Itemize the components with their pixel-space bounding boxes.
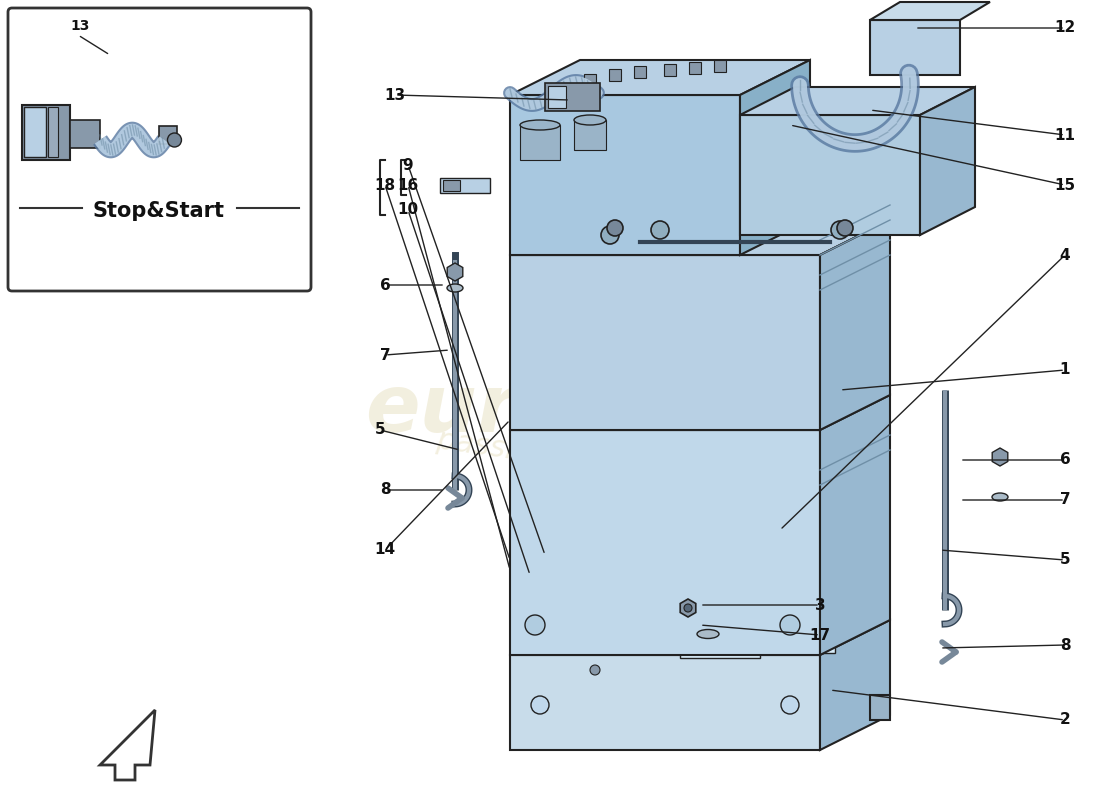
Bar: [714, 60, 726, 72]
Polygon shape: [510, 255, 820, 430]
Text: 13: 13: [70, 19, 89, 33]
Text: 18: 18: [374, 178, 396, 193]
Polygon shape: [510, 220, 890, 255]
Polygon shape: [510, 60, 810, 95]
Polygon shape: [510, 95, 740, 255]
Polygon shape: [443, 180, 460, 191]
Text: 7: 7: [379, 347, 390, 362]
Text: 16: 16: [397, 178, 419, 193]
Text: 2: 2: [1059, 713, 1070, 727]
Text: 7: 7: [1059, 493, 1070, 507]
Bar: [160, 126, 177, 144]
Text: 8: 8: [379, 482, 390, 498]
Text: 14: 14: [374, 542, 396, 558]
Bar: [70, 120, 100, 148]
Circle shape: [651, 221, 669, 239]
Ellipse shape: [697, 630, 719, 638]
Bar: [689, 62, 701, 74]
Bar: [48, 107, 58, 157]
Polygon shape: [780, 628, 835, 653]
Polygon shape: [440, 178, 490, 193]
Bar: [22, 105, 70, 160]
Bar: [634, 66, 646, 78]
Bar: [584, 74, 596, 86]
Text: 17: 17: [810, 627, 830, 642]
Ellipse shape: [992, 493, 1008, 501]
Ellipse shape: [574, 115, 606, 125]
Polygon shape: [520, 125, 560, 160]
Text: 9: 9: [403, 158, 414, 173]
Text: 13: 13: [384, 87, 406, 102]
Polygon shape: [740, 87, 975, 115]
Circle shape: [601, 226, 619, 244]
Polygon shape: [574, 120, 606, 150]
Polygon shape: [820, 620, 890, 750]
Text: eurospares: eurospares: [365, 371, 874, 449]
Text: 1: 1: [1059, 362, 1070, 378]
Polygon shape: [510, 430, 820, 655]
Circle shape: [525, 615, 544, 635]
Polygon shape: [680, 628, 760, 658]
Polygon shape: [820, 395, 890, 655]
Circle shape: [780, 615, 800, 635]
Polygon shape: [740, 115, 920, 235]
Bar: [664, 64, 676, 76]
Bar: [548, 86, 566, 108]
Circle shape: [531, 696, 549, 714]
Polygon shape: [870, 20, 960, 75]
Circle shape: [837, 220, 852, 236]
Polygon shape: [820, 220, 890, 430]
Polygon shape: [870, 695, 890, 720]
FancyBboxPatch shape: [8, 8, 311, 291]
Circle shape: [607, 220, 623, 236]
Circle shape: [830, 221, 849, 239]
Polygon shape: [510, 395, 890, 430]
Circle shape: [167, 133, 182, 147]
Text: 12: 12: [1055, 21, 1076, 35]
Text: 4: 4: [1059, 247, 1070, 262]
Text: 5: 5: [1059, 553, 1070, 567]
Text: 15: 15: [1055, 178, 1076, 193]
Text: passion for parts since 1985: passion for parts since 1985: [433, 426, 866, 514]
Text: 6: 6: [1059, 453, 1070, 467]
Text: 3: 3: [815, 598, 825, 613]
Text: 8: 8: [1059, 638, 1070, 653]
Circle shape: [684, 604, 692, 612]
Circle shape: [781, 696, 799, 714]
Polygon shape: [600, 628, 660, 653]
Bar: [24, 107, 46, 157]
Polygon shape: [920, 87, 975, 235]
Ellipse shape: [447, 284, 463, 292]
Text: 11: 11: [1055, 127, 1076, 142]
Text: 10: 10: [397, 202, 419, 218]
Polygon shape: [740, 60, 810, 255]
Text: 6: 6: [379, 278, 390, 293]
Circle shape: [590, 665, 600, 675]
Polygon shape: [100, 710, 155, 780]
Text: 5: 5: [375, 422, 385, 438]
Polygon shape: [510, 620, 890, 655]
Bar: [544, 83, 600, 111]
Bar: [609, 69, 622, 81]
Polygon shape: [510, 655, 820, 750]
Text: Stop&Start: Stop&Start: [94, 201, 225, 221]
Polygon shape: [870, 2, 990, 20]
Ellipse shape: [520, 120, 560, 130]
